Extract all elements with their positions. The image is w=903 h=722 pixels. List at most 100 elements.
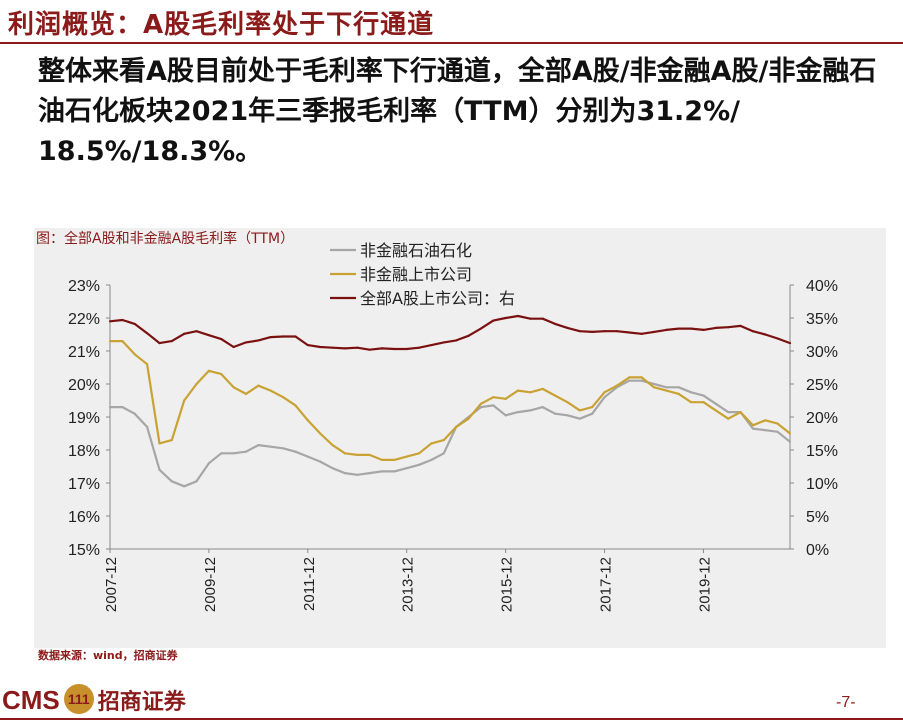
data-point	[170, 480, 173, 483]
data-point	[628, 331, 631, 334]
data-point	[269, 389, 272, 392]
right-tick-label: 30%	[806, 344, 838, 361]
data-point	[788, 440, 792, 443]
right-tick-label: 5%	[806, 509, 829, 526]
series-line-0	[110, 379, 791, 488]
data-point	[145, 425, 149, 428]
data-point	[430, 458, 433, 461]
data-point	[566, 401, 569, 404]
data-point	[652, 386, 656, 389]
data-point	[356, 473, 359, 476]
data-point	[121, 406, 124, 409]
data-point	[183, 485, 186, 488]
data-point	[566, 414, 569, 417]
data-point	[319, 432, 322, 435]
data-point	[578, 409, 581, 412]
logo-mark-icon: 111	[63, 684, 94, 714]
data-point	[529, 391, 532, 394]
x-tick-label: 2015-12	[499, 557, 516, 612]
data-point	[578, 330, 581, 333]
data-point	[442, 439, 445, 442]
data-point	[665, 386, 668, 389]
data-point	[640, 332, 643, 335]
data-point	[727, 410, 730, 414]
data-point	[739, 410, 742, 414]
data-point	[788, 341, 792, 345]
data-point	[677, 392, 680, 395]
data-point	[714, 326, 717, 329]
legend-label: 非金融石油石化	[360, 241, 472, 260]
data-point	[430, 343, 433, 347]
data-point	[516, 410, 520, 414]
data-point	[269, 336, 272, 339]
data-point	[640, 376, 643, 379]
logo-text: CMS	[2, 685, 60, 715]
data-point	[195, 480, 198, 483]
right-tick-label: 35%	[806, 311, 838, 328]
data-point	[133, 412, 136, 415]
data-point	[628, 379, 631, 382]
data-point	[479, 402, 483, 405]
legend-label: 全部A股上市公司：右	[360, 289, 515, 308]
data-point	[232, 345, 235, 349]
data-point	[764, 419, 767, 422]
data-point	[417, 463, 421, 466]
series-line-2	[109, 314, 791, 351]
data-point	[220, 373, 223, 376]
x-tick-label: 2007-12	[103, 557, 120, 612]
data-point	[603, 330, 606, 333]
data-point	[306, 455, 309, 458]
data-point	[393, 470, 396, 473]
data-point	[195, 330, 198, 333]
data-point	[442, 341, 445, 344]
data-point	[257, 339, 260, 342]
summary-text: 整体来看A股目前处于毛利率下行通道，全部A股/非金融A股/非金融石油石化板块20…	[38, 56, 877, 167]
data-point	[504, 397, 507, 400]
left-tick-label: 19%	[68, 410, 100, 427]
data-point	[294, 450, 297, 453]
legend-label: 非金融上市公司	[360, 265, 472, 284]
data-point	[591, 330, 594, 333]
right-tick-label: 40%	[806, 278, 838, 295]
data-point	[257, 384, 260, 387]
data-point	[232, 386, 235, 389]
data-point	[776, 422, 779, 425]
data-point	[516, 389, 520, 392]
series-line-1	[110, 339, 791, 461]
data-point	[133, 353, 136, 356]
data-point	[702, 401, 705, 404]
data-point	[380, 347, 384, 350]
data-point	[479, 406, 483, 409]
data-point	[751, 330, 755, 333]
data-point	[714, 402, 717, 405]
data-point	[393, 347, 396, 351]
data-point	[751, 424, 755, 427]
data-point	[640, 379, 643, 382]
data-point	[628, 376, 631, 379]
data-point	[689, 327, 693, 330]
data-point	[108, 406, 112, 409]
data-point	[380, 458, 384, 461]
data-point	[553, 394, 557, 397]
margin-line-chart: 图：全部A股和非金融A股毛利率（TTM） 15% 16% 17% 18% 19% 20% 21…	[34, 228, 886, 648]
left-tick-label: 16%	[68, 509, 100, 526]
data-point	[170, 340, 173, 343]
data-point	[331, 443, 334, 447]
data-point	[306, 343, 309, 347]
data-point	[776, 337, 779, 340]
logo-cn-text: 招商证券	[97, 689, 186, 715]
data-point	[702, 394, 705, 397]
data-point	[430, 442, 433, 445]
data-point	[405, 347, 408, 351]
data-point	[553, 322, 557, 326]
right-tick-label: 15%	[806, 443, 838, 460]
left-tick-label: 20%	[68, 377, 100, 394]
data-point	[553, 412, 557, 415]
data-point	[331, 467, 334, 470]
data-point	[504, 414, 507, 417]
data-point	[232, 452, 235, 455]
data-point	[306, 419, 309, 422]
data-point	[207, 334, 211, 337]
data-point	[417, 346, 421, 349]
data-point	[591, 406, 594, 409]
